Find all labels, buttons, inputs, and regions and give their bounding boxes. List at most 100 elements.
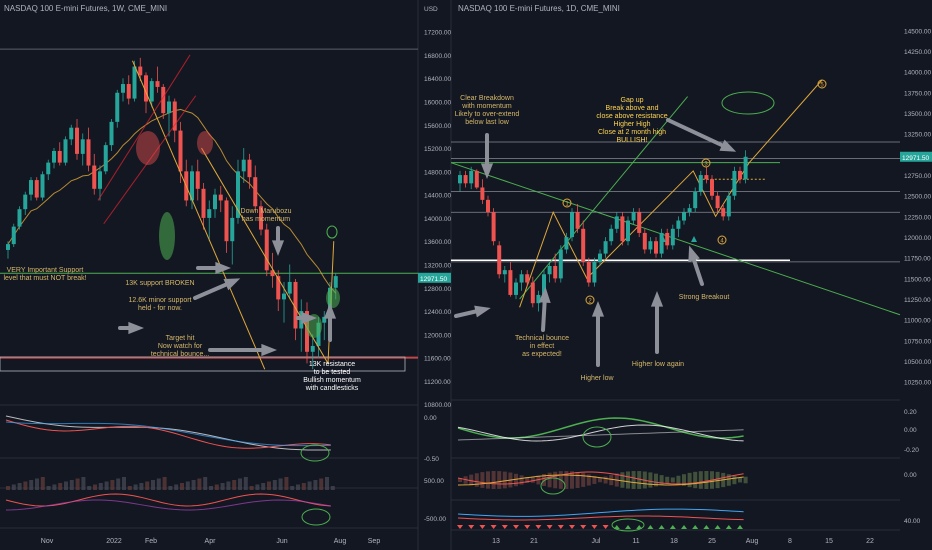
- left-price-tick: 15200.00: [424, 146, 451, 153]
- left-price-tick: 15600.00: [424, 123, 451, 130]
- left-x-tick: Sep: [368, 538, 381, 545]
- daily-candle: [570, 212, 574, 238]
- daily-candle: [474, 170, 479, 188]
- histogram-bar: [35, 478, 39, 490]
- histogram-bar: [486, 471, 490, 489]
- daily-candle: [609, 228, 614, 242]
- gap-up-annotation: Close at 2 month high: [598, 129, 666, 136]
- momentum-line: [457, 474, 744, 486]
- left-last-price: 12971.50: [420, 276, 447, 283]
- histogram-bar: [704, 471, 709, 489]
- weekly-candle: [190, 171, 194, 201]
- daily-candle: [670, 228, 675, 246]
- left-price-tick: 12000.00: [424, 332, 451, 339]
- weekly-candle: [121, 84, 125, 93]
- signal-marker: [569, 525, 575, 529]
- bearish-ellipse: [197, 131, 213, 155]
- histogram-bar: [197, 478, 202, 490]
- right-x-tick: 11: [632, 538, 639, 545]
- histogram-bar: [127, 486, 132, 490]
- weekly-candle: [230, 217, 235, 242]
- wave-label-circle: [817, 79, 827, 89]
- wave-label-circle: [701, 158, 711, 168]
- left-price-tick: 16400.00: [424, 76, 451, 83]
- histogram-bar: [81, 477, 86, 490]
- histogram-bar: [296, 484, 300, 490]
- histogram-bar: [474, 473, 479, 487]
- histogram-bar: [637, 471, 642, 489]
- histogram-bar: [469, 474, 474, 486]
- daily-candle: [497, 245, 502, 275]
- weekly-candle: [270, 270, 275, 277]
- signal-marker: [524, 525, 531, 529]
- channel-line: [97, 54, 191, 201]
- support-annotation: VERY Important Support: [7, 267, 84, 274]
- weekly-candle: [92, 165, 97, 189]
- support-annotation: level that must NOT break!: [3, 275, 86, 282]
- arrow: [193, 280, 234, 300]
- weekly-candle: [40, 174, 45, 198]
- arrow-head: [480, 163, 494, 179]
- daily-candle: [502, 270, 507, 275]
- right-price-tick: 13500.00: [904, 111, 931, 118]
- arrow-head: [128, 321, 144, 335]
- daily-candle: [732, 170, 737, 196]
- histogram-bar: [301, 483, 306, 490]
- histogram-bar: [609, 474, 614, 486]
- daily-candle: [486, 199, 490, 213]
- breakdown-annotation: Likely to over-extend: [455, 111, 520, 118]
- daily-candle: [614, 216, 619, 229]
- breakdown-annotation: with momentum: [461, 103, 512, 110]
- histogram-bar: [238, 478, 242, 490]
- weekly-candle: [333, 276, 338, 288]
- histogram-bar: [592, 476, 597, 484]
- daily-candle: [480, 187, 485, 200]
- elliott-wave-line: [519, 79, 823, 308]
- histogram-bar: [290, 486, 295, 490]
- gap-up-annotation: BULLISH!: [616, 137, 647, 144]
- weekly-candle: [172, 101, 177, 131]
- moving-average-line: [7, 108, 337, 294]
- weekly-candle: [144, 75, 148, 102]
- daily-candle: [603, 241, 608, 254]
- left-price-tick: 17200.00: [424, 30, 451, 37]
- weekly-candle: [207, 209, 212, 218]
- signal-marker: [625, 525, 631, 529]
- weekly-candle: [322, 316, 327, 323]
- right-osc-tick: -0.20: [904, 447, 919, 454]
- histogram-bar: [530, 477, 535, 483]
- weekly-candle: [63, 139, 68, 163]
- histogram-bar: [676, 475, 681, 485]
- histogram-bar: [542, 473, 546, 487]
- wave-label-circle: [717, 235, 727, 245]
- daily-candle: [682, 212, 686, 221]
- bullish-ellipse: [326, 288, 340, 308]
- weekly-candle: [241, 159, 246, 172]
- histogram-bar: [23, 481, 28, 490]
- strong-breakout-annotation: Strong Breakout: [679, 294, 730, 301]
- daily-candle: [743, 156, 748, 180]
- histogram-bar: [480, 472, 485, 488]
- signal-marker: [457, 525, 463, 529]
- signal-marker: [535, 525, 542, 529]
- right-price-tick: 13750.00: [904, 90, 931, 97]
- wave-label-circle: [562, 198, 572, 208]
- weekly-candle: [236, 171, 240, 218]
- weekly-candle: [201, 188, 206, 218]
- signal-marker: [580, 525, 587, 529]
- histogram-bar: [226, 481, 231, 490]
- histogram-bar: [267, 481, 271, 490]
- channel-line: [103, 95, 197, 225]
- daily-candle: [575, 212, 580, 229]
- right-x-tick: 8: [788, 538, 792, 545]
- bearish-ellipse: [136, 131, 160, 165]
- cross-circle: [301, 508, 331, 526]
- histogram-bar: [547, 472, 552, 488]
- arrow-head: [271, 240, 285, 256]
- left-price-tick: 13200.00: [424, 262, 451, 269]
- left-price-tick: 11600.00: [424, 356, 451, 363]
- histogram-bar: [214, 484, 219, 490]
- minor-support-annotation: held - for now.: [138, 305, 182, 312]
- target-hit-annotation: Target hit: [166, 335, 195, 342]
- histogram-bar: [232, 480, 237, 490]
